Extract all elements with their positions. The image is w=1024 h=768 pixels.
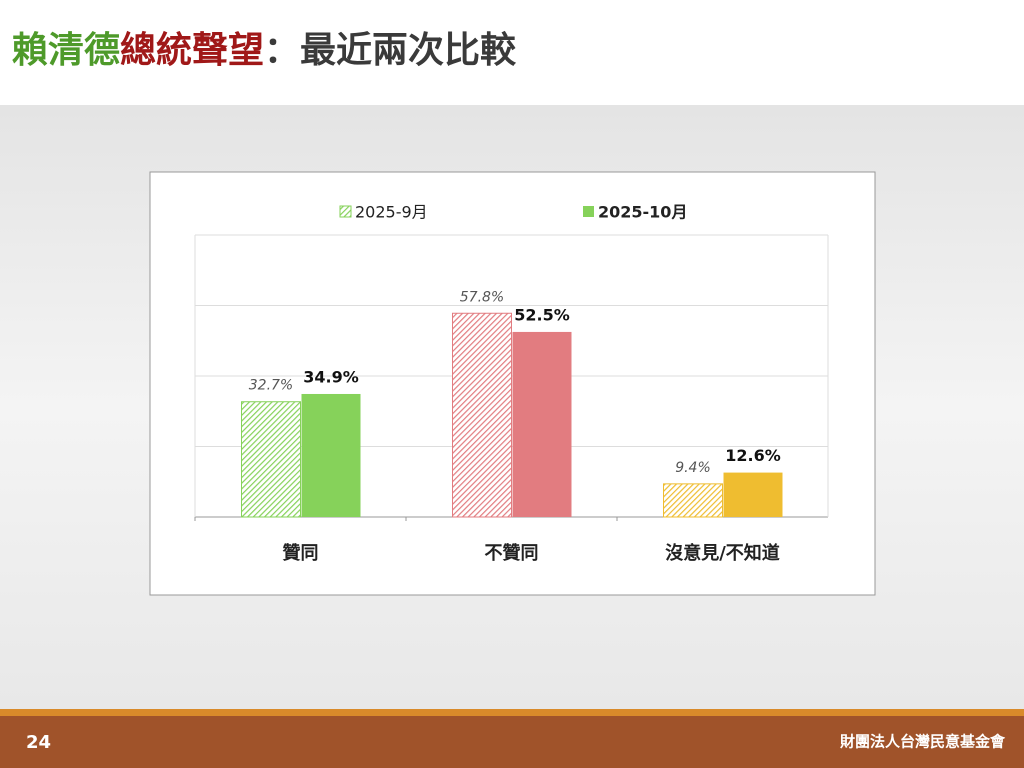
value-label: 34.9%: [303, 367, 359, 386]
title-part: ：最近兩次比較: [264, 30, 517, 71]
title-part: 總統聲望: [120, 30, 264, 71]
footer-stripe: [0, 709, 1024, 716]
bar: [452, 312, 512, 518]
bar: [301, 393, 361, 517]
chart-frame: [149, 171, 876, 596]
title-part: 賴清德: [12, 30, 120, 71]
value-label: 12.6%: [725, 446, 781, 465]
value-label: 32.7%: [249, 378, 293, 394]
bar: [723, 472, 783, 517]
legend-swatch: [339, 205, 352, 218]
header-bg: [0, 0, 1024, 105]
legend-label: 2025-9月: [355, 203, 428, 222]
legend-swatch: [583, 206, 594, 217]
bar: [241, 401, 301, 518]
x-tick-label: 沒意見/不知道: [665, 542, 780, 564]
footer-bg: [0, 716, 1024, 768]
page-number: 24: [26, 732, 51, 753]
org-name: 財團法人台灣民意基金會: [839, 733, 1006, 751]
bar: [512, 331, 572, 517]
title: 賴清德總統聲望：最近兩次比較: [12, 30, 517, 71]
legend-label: 2025-10月: [598, 203, 687, 222]
x-tick-label: 不贊同: [485, 542, 539, 564]
bar: [663, 483, 723, 518]
value-label: 52.5%: [514, 305, 570, 324]
x-tick-label: 贊同: [283, 542, 319, 564]
value-label: 57.8%: [460, 289, 504, 305]
value-label: 9.4%: [675, 460, 711, 476]
